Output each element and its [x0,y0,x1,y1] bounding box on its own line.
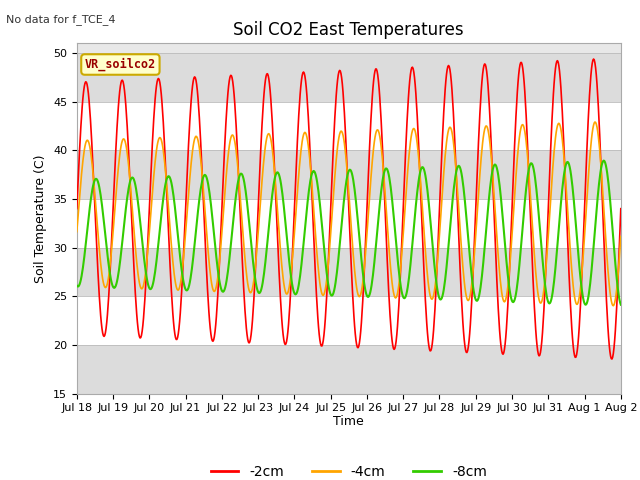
Bar [77,199,621,248]
Legend: -2cm, -4cm, -8cm: -2cm, -4cm, -8cm [205,460,493,480]
Title: Soil CO2 East Temperatures: Soil CO2 East Temperatures [234,21,464,39]
Bar [77,345,621,394]
Bar [77,53,621,102]
Y-axis label: Soil Temperature (C): Soil Temperature (C) [35,154,47,283]
Bar [77,296,621,345]
Text: No data for f_TCE_4: No data for f_TCE_4 [6,14,116,25]
Bar [77,248,621,296]
Bar [77,150,621,199]
X-axis label: Time: Time [333,415,364,428]
Bar [77,102,621,150]
Text: VR_soilco2: VR_soilco2 [84,58,156,71]
